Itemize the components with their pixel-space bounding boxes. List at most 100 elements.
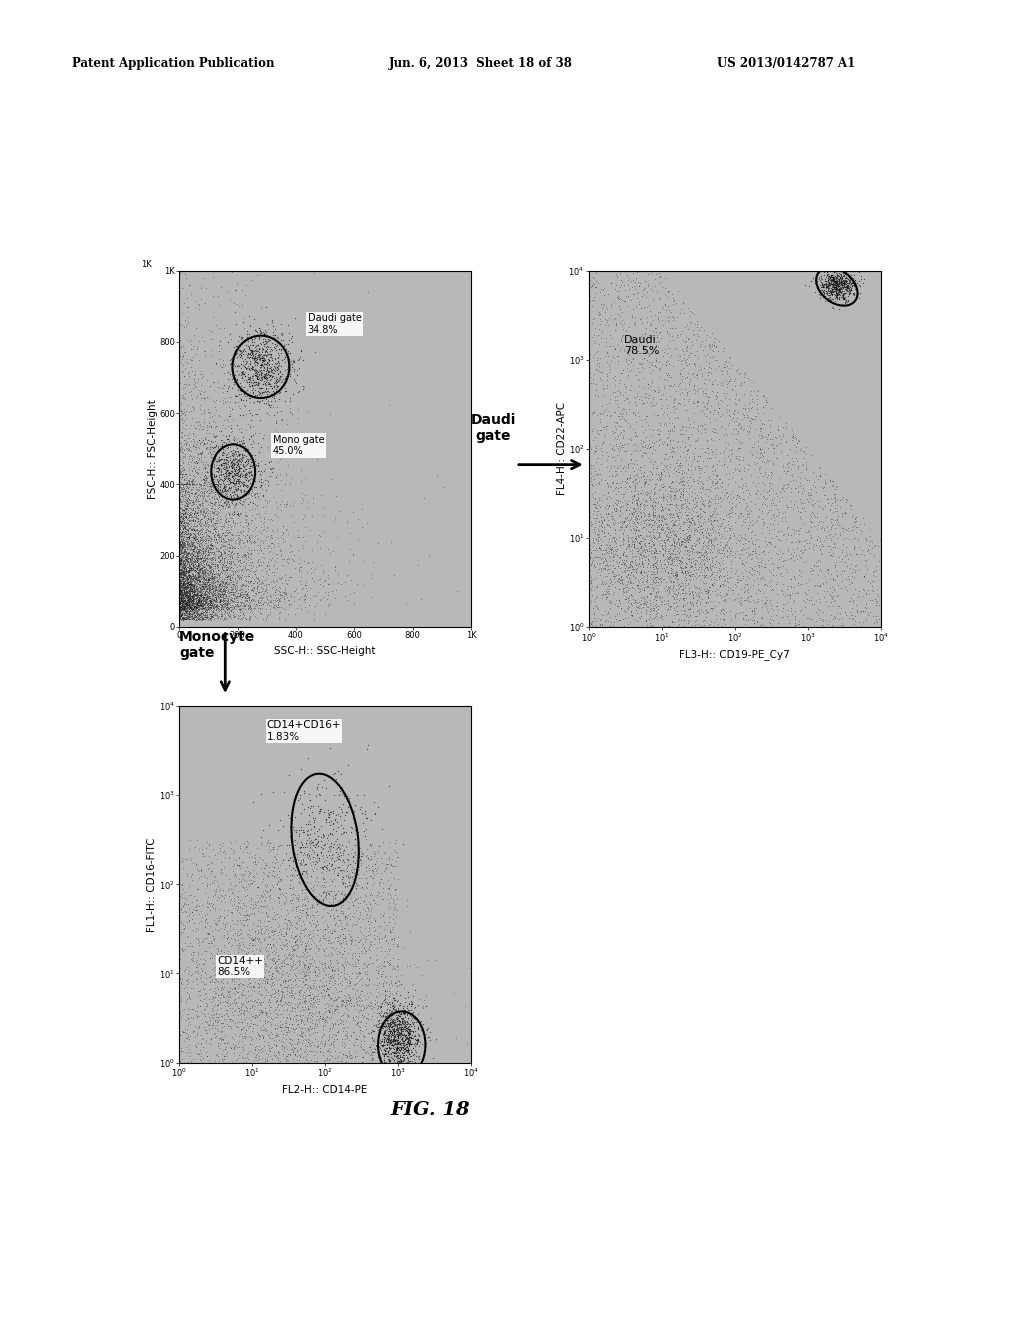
Point (190, 594, 207, 615)
Point (829, 585, 846, 606)
Point (329, 982, 345, 1003)
Point (174, 582, 190, 603)
Point (174, 591, 190, 612)
Point (645, 556, 662, 577)
Point (687, 519, 703, 540)
Point (300, 805, 316, 826)
Point (375, 973, 391, 994)
Point (208, 594, 224, 615)
Point (173, 599, 189, 620)
Point (202, 915, 218, 936)
Point (189, 511, 206, 532)
Point (261, 842, 278, 863)
Point (596, 293, 612, 314)
Point (816, 275, 833, 296)
Point (176, 515, 193, 536)
Point (323, 469, 339, 490)
Point (239, 463, 255, 484)
Point (183, 599, 200, 620)
Point (316, 993, 333, 1014)
Point (761, 473, 777, 494)
Point (420, 1027, 436, 1048)
Point (196, 578, 212, 599)
Point (301, 1018, 317, 1039)
Point (218, 426, 234, 447)
Point (404, 1001, 421, 1022)
Point (176, 574, 193, 595)
Point (203, 543, 219, 564)
Point (238, 553, 254, 574)
Point (287, 998, 303, 1019)
Point (262, 329, 279, 350)
Point (273, 1052, 290, 1073)
Point (610, 345, 627, 366)
Point (175, 561, 191, 582)
Point (172, 1024, 188, 1045)
Point (269, 536, 286, 557)
Point (687, 487, 703, 508)
Point (191, 564, 208, 585)
Point (229, 1032, 246, 1053)
Point (248, 854, 264, 875)
Point (181, 552, 198, 573)
Point (176, 557, 193, 578)
Point (174, 598, 190, 619)
Point (833, 550, 849, 572)
Point (815, 277, 831, 298)
Point (175, 537, 191, 558)
Point (203, 590, 219, 611)
Point (386, 1043, 402, 1064)
Point (699, 557, 716, 578)
Point (172, 589, 188, 610)
Point (208, 1003, 224, 1024)
Point (310, 800, 327, 821)
Point (599, 374, 615, 395)
Point (295, 585, 311, 606)
Point (276, 339, 293, 360)
Point (376, 1024, 392, 1045)
Point (290, 937, 306, 958)
Point (382, 1023, 398, 1044)
Point (739, 590, 756, 611)
Point (691, 553, 708, 574)
Point (654, 384, 671, 405)
Point (188, 451, 205, 473)
Point (306, 822, 323, 843)
Point (829, 574, 846, 595)
Point (173, 579, 189, 601)
Point (181, 577, 198, 598)
Point (649, 548, 666, 569)
Point (422, 1030, 438, 1051)
Point (180, 579, 197, 601)
Point (389, 1018, 406, 1039)
Point (354, 1024, 371, 1045)
Point (198, 1022, 214, 1043)
Point (195, 594, 211, 615)
Point (332, 890, 348, 911)
Point (195, 569, 211, 590)
Point (335, 888, 351, 909)
Point (680, 525, 696, 546)
Point (232, 457, 249, 478)
Point (347, 873, 364, 894)
Point (186, 583, 203, 605)
Point (647, 511, 664, 532)
Point (305, 816, 322, 837)
Point (228, 899, 245, 920)
Point (203, 590, 219, 611)
Point (251, 338, 267, 359)
Point (812, 285, 828, 306)
Point (669, 579, 685, 601)
Point (174, 561, 190, 582)
Point (377, 981, 393, 1002)
Point (819, 268, 836, 289)
Point (749, 399, 765, 420)
Point (186, 605, 203, 626)
Point (282, 945, 298, 966)
Point (268, 960, 285, 981)
Point (613, 404, 630, 425)
Point (821, 277, 838, 298)
Point (177, 585, 194, 606)
Point (650, 568, 667, 589)
Point (283, 1038, 299, 1059)
